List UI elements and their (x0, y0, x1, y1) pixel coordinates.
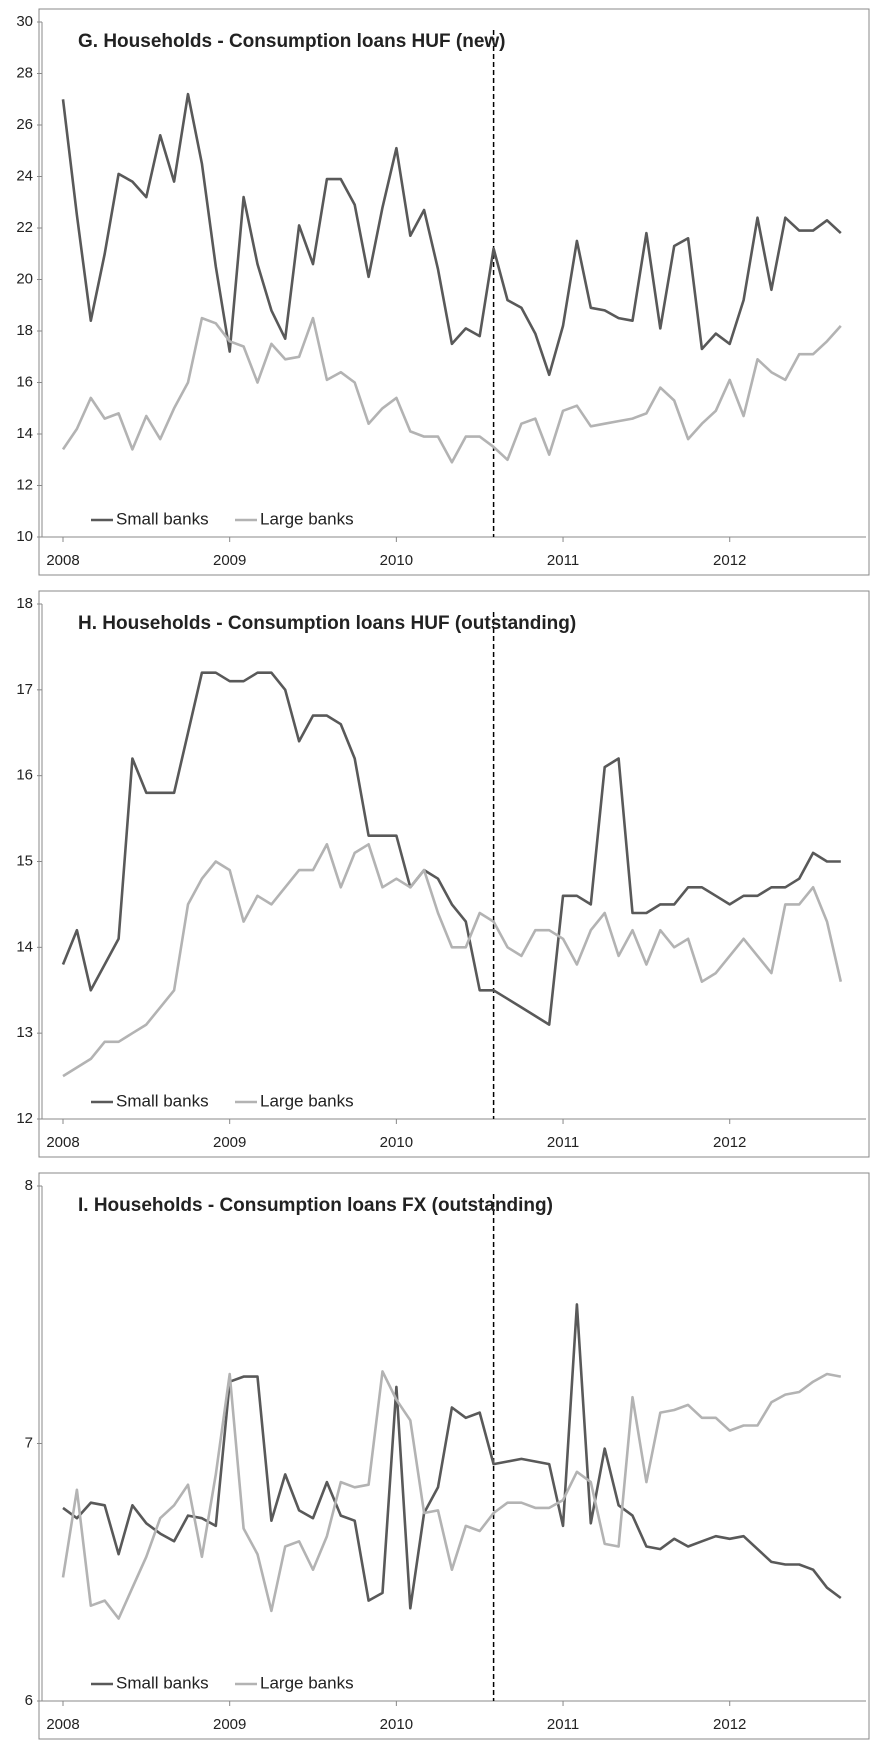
x-tick-label: 2009 (213, 552, 246, 569)
series-line (61, 92, 842, 377)
y-tick-label: 12 (16, 476, 33, 493)
chart-panel: 12 13 14 15 16 17 18 2008 2009 2010 2011 2012 H. Hou… (16, 590, 870, 1158)
y-tick-label: 18 (16, 322, 33, 339)
series-line (61, 316, 842, 464)
y-tick-label: 7 (25, 1434, 33, 1451)
x-tick-label: 2011 (547, 1134, 579, 1151)
x-tick-label: 2010 (380, 1716, 413, 1733)
y-tick-label: 24 (16, 167, 33, 184)
y-tick-label: 18 (16, 595, 33, 612)
y-tick-label: 17 (16, 681, 33, 698)
x-tick-label: 2009 (213, 1134, 246, 1151)
y-tick-label: 8 (25, 1177, 33, 1194)
chart-title: H. Households - Consumption loans HUF (o… (78, 613, 576, 634)
x-tick-label: 2010 (380, 552, 413, 569)
y-tick-label: 12 (16, 1110, 33, 1127)
x-tick-label: 2008 (46, 1716, 79, 1733)
legend-label: Small banks (116, 1673, 209, 1692)
legend-label: Large banks (260, 509, 354, 528)
y-tick-label: 13 (16, 1024, 33, 1041)
y-tick-label: 22 (16, 219, 33, 236)
series-line (61, 1370, 842, 1620)
y-tick-label: 30 (16, 13, 33, 30)
panel-frame (38, 1172, 870, 1740)
chart-title: G. Households - Consumption loans HUF (n… (78, 31, 506, 52)
y-tick-label: 28 (16, 64, 33, 81)
chart-panel: 10 12 14 16 18 20 22 24 26 28 30 2008 2009 2010 2011 20… (16, 8, 870, 576)
y-tick-label: 20 (16, 270, 33, 287)
chart-panel: 6 7 8 2008 2009 2010 2011 2012 I. Households - C… (25, 1172, 870, 1740)
x-tick-label: 2012 (713, 552, 746, 569)
legend-label: Small banks (116, 1091, 209, 1110)
panel-frame (38, 8, 870, 576)
legend-label: Small banks (116, 509, 209, 528)
y-tick-label: 14 (16, 425, 33, 442)
x-tick-label: 2011 (547, 1716, 579, 1733)
series-line (62, 843, 843, 1078)
panel-frame (38, 590, 870, 1158)
x-tick-label: 2008 (46, 552, 79, 569)
chart-title: I. Households - Consumption loans FX (ou… (78, 1195, 553, 1216)
x-tick-label: 2012 (713, 1134, 746, 1151)
x-tick-label: 2012 (713, 1716, 746, 1733)
y-tick-label: 16 (16, 767, 33, 784)
series-line (62, 1303, 842, 1610)
y-tick-label: 6 (25, 1692, 33, 1709)
series-line (61, 671, 841, 1026)
y-tick-label: 26 (16, 116, 33, 133)
legend-label: Large banks (260, 1091, 354, 1110)
x-tick-label: 2008 (46, 1134, 79, 1151)
x-tick-label: 2009 (213, 1716, 246, 1733)
legend-label: Large banks (260, 1673, 354, 1692)
y-tick-label: 10 (16, 528, 33, 545)
y-tick-label: 15 (16, 852, 33, 869)
y-tick-label: 16 (16, 373, 33, 390)
x-tick-label: 2011 (547, 552, 579, 569)
y-tick-label: 14 (16, 938, 33, 955)
x-tick-label: 2010 (380, 1134, 413, 1151)
